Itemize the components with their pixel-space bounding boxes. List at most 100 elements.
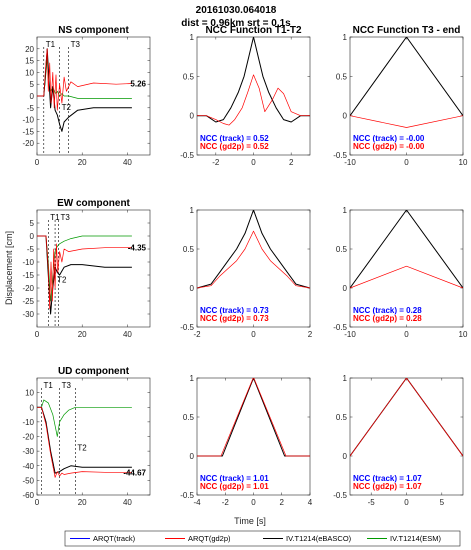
x-tick-label: 5 xyxy=(440,498,445,507)
y-tick-label: 10 xyxy=(25,68,34,77)
y-tick-label: -20 xyxy=(22,433,34,442)
x-tick-label: 0 xyxy=(251,158,256,167)
ncc-gd2p-label: NCC (gd2p) = 0.28 xyxy=(353,314,422,323)
x-tick-label: 4 xyxy=(308,498,313,507)
x-tick-label: 10 xyxy=(459,330,468,339)
end-value-label: -4.35 xyxy=(128,243,147,252)
y-tick-label: -5 xyxy=(27,104,35,113)
panel-ns-ncc3e: NCC Function T3 - end -10 0 10 -0.5 0 0.5 1 NCC … xyxy=(333,25,468,167)
x-tick-label: 20 xyxy=(78,158,87,167)
y-tick-label: 20 xyxy=(25,45,34,54)
panel-ns-ncc12: NCC Function T1-T2 -2 0 2 -0.5 0 0.5 1 NCC (trac… xyxy=(180,25,311,167)
pick-label-t2: T2 xyxy=(62,103,72,112)
legend-item-track: ARQT(track) xyxy=(70,534,136,543)
x-tick-label: -10 xyxy=(344,158,356,167)
series-line-esm xyxy=(37,399,132,437)
y-tick-label: 1 xyxy=(190,374,195,383)
series-line-gd2p xyxy=(37,48,132,111)
y-tick-label: 1 xyxy=(190,33,195,42)
y-tick-label: 5 xyxy=(30,219,35,228)
y-tick-label: -5 xyxy=(27,245,35,254)
x-tick-label: 20 xyxy=(78,498,87,507)
pick-label-t1: T1 xyxy=(46,40,56,49)
legend-item-esm: IV.T1214(ESM) xyxy=(367,534,441,543)
y-tick-label: -20 xyxy=(22,139,34,148)
x-tick-label: 2 xyxy=(289,158,294,167)
panel-ns-disp: NS component 0 20 40 -20 -15 -10 -5 0 5 10 15 20 T1 T2… xyxy=(22,25,151,167)
panel-ew-disp: EW component 0 20 40 -30 -25 -20 -15 -10 -5 0 5 T1 T2… xyxy=(22,198,151,339)
x-tick-label: 40 xyxy=(123,330,132,339)
ncc-gd2p-label: NCC (gd2p) = 0.73 xyxy=(200,314,269,323)
series-line-gd2p xyxy=(37,406,132,478)
x-tick-label: 0 xyxy=(251,498,256,507)
series-line-esm xyxy=(37,235,132,302)
y-tick-label: -0.5 xyxy=(333,151,347,160)
y-tick-label: -15 xyxy=(22,127,34,136)
y-tick-label: -10 xyxy=(22,116,34,125)
x-tick-label: 0 xyxy=(404,498,409,507)
y-tick-label: 0 xyxy=(30,232,35,241)
end-value-label: 5.26 xyxy=(130,79,146,88)
y-tick-label: 0 xyxy=(190,112,195,121)
y-tick-label: -50 xyxy=(22,476,34,485)
ncc-gd2p-label: NCC (gd2p) = 0.52 xyxy=(200,142,269,151)
y-tick-label: -25 xyxy=(22,297,34,306)
y-tick-label: 0.5 xyxy=(183,413,195,422)
y-tick-label: -20 xyxy=(22,284,34,293)
series-line-ebasco xyxy=(197,378,310,457)
x-tick-label: 0 xyxy=(35,498,40,507)
x-tick-label: 40 xyxy=(123,498,132,507)
series-line-gd2p xyxy=(350,378,463,457)
y-tick-label: 0 xyxy=(343,284,348,293)
series-line-gd2p xyxy=(350,265,463,289)
y-tick-label: 0 xyxy=(343,112,348,121)
axes-box xyxy=(36,209,151,328)
ncc-track-label: NCC (track) = 0.28 xyxy=(353,306,422,315)
series-line-gd2p xyxy=(37,235,132,310)
y-tick-label: 0.5 xyxy=(183,72,195,81)
ncc-gd2p-label: NCC (gd2p) = -0.00 xyxy=(353,142,425,151)
x-tick-label: 0 xyxy=(404,330,409,339)
pick-label-t2: T2 xyxy=(77,444,87,453)
panel-title: NCC Function T1-T2 xyxy=(205,25,302,36)
legend-label-ebasco: IV.T1214(eBASCO) xyxy=(286,534,352,543)
y-tick-label: 0 xyxy=(30,92,35,101)
x-tick-label: 40 xyxy=(123,158,132,167)
y-tick-label: -10 xyxy=(22,418,34,427)
x-tick-label: 0 xyxy=(251,330,256,339)
series-line-gd2p xyxy=(197,74,310,126)
x-tick-label: -2 xyxy=(193,330,201,339)
suptitle-event-id: 20161030.064018 xyxy=(196,5,277,16)
x-tick-label: 0 xyxy=(404,158,409,167)
series-line-gd2p xyxy=(350,115,463,128)
x-tick-label: 10 xyxy=(459,158,468,167)
y-tick-label: 0.5 xyxy=(336,245,348,254)
panel-ud-disp: UD component 0 20 40 -60 -50 -40 -30 -20 -10 0 10 T1… xyxy=(22,366,151,507)
y-tick-label: 0.5 xyxy=(336,413,348,422)
panel-title: NS component xyxy=(58,25,129,36)
y-tick-label: -40 xyxy=(22,462,34,471)
series-line-esm xyxy=(37,57,132,99)
series-line-ebasco xyxy=(350,37,463,116)
series-line-ebasco xyxy=(350,378,463,457)
panel-title: NCC Function T3 - end xyxy=(353,25,461,36)
x-tick-label: 0 xyxy=(35,158,40,167)
legend-label-gd2p: ARQT(gd2p) xyxy=(188,534,231,543)
panel-title: UD component xyxy=(58,366,130,377)
x-tick-label: -10 xyxy=(344,330,356,339)
y-tick-label: -60 xyxy=(22,491,34,500)
y-tick-label: -10 xyxy=(22,258,34,267)
ncc-track-label: NCC (track) = 1.01 xyxy=(200,474,269,483)
y-tick-label: 15 xyxy=(25,57,34,66)
ncc-track-label: NCC (track) = 0.52 xyxy=(200,134,269,143)
pick-label-t1: T1 xyxy=(44,381,54,390)
legend-label-esm: IV.T1214(ESM) xyxy=(390,534,441,543)
y-tick-label: 0.5 xyxy=(336,72,348,81)
x-tick-label: -2 xyxy=(212,158,220,167)
series-line-gd2p xyxy=(197,230,310,289)
